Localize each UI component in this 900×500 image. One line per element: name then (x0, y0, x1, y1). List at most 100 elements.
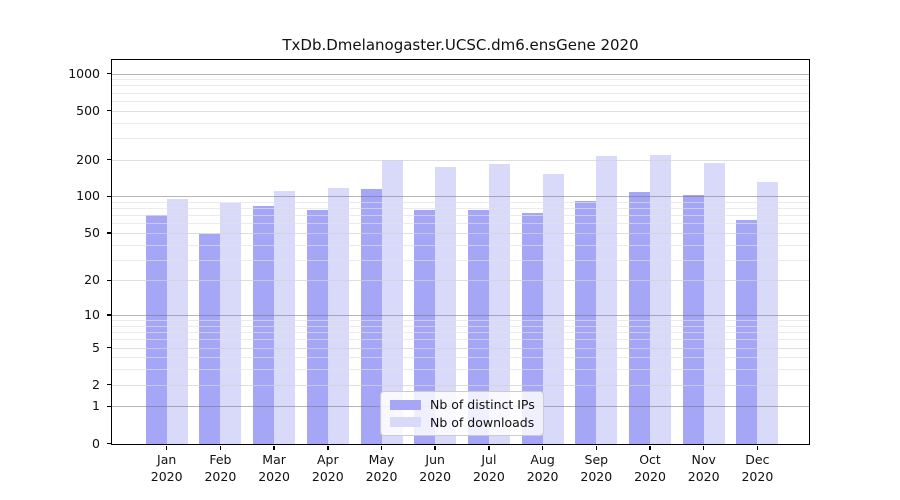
y-tick-mark (107, 346, 111, 349)
bar-downloads-sep (596, 155, 618, 444)
gridline-mid (112, 384, 809, 386)
bar-distinct-ips-aug (521, 213, 543, 444)
y-tick-mark (107, 279, 111, 282)
x-tick-label: Jan 2020 (150, 452, 183, 484)
bar-downloads-dec (757, 182, 779, 444)
gridline-minor (112, 369, 809, 371)
x-tick-mark (273, 445, 275, 450)
gridline-minor (112, 357, 809, 359)
y-tick-mark (107, 232, 111, 234)
x-tick-label: Feb 2020 (204, 452, 237, 484)
y-tick-label: 2 (92, 376, 100, 392)
plot-border (111, 59, 810, 445)
bar-downloads-oct (650, 154, 671, 444)
gridline-minor (112, 320, 809, 322)
bar-downloads-may (381, 159, 403, 444)
y-tick-label: 20 (84, 272, 100, 288)
gridline-minor (112, 215, 809, 217)
x-tick-label: Nov 2020 (687, 452, 720, 484)
legend: Nb of distinct IPs Nb of downloads (380, 391, 544, 436)
gridline-minor (112, 208, 809, 210)
x-tick-label: May 2020 (365, 452, 398, 484)
x-tick-mark (380, 445, 383, 450)
gridline-major (112, 196, 809, 198)
x-tick-label: Jun 2020 (419, 452, 452, 484)
gridline-minor (112, 332, 809, 334)
bar-distinct-ips-nov (682, 194, 704, 444)
y-tick-mark (107, 195, 111, 198)
gridline-minor (112, 339, 809, 341)
x-tick-mark (595, 445, 598, 450)
y-tick-mark (107, 109, 111, 112)
bar-distinct-ips-feb (199, 234, 221, 444)
y-tick-mark (107, 314, 111, 316)
bar-distinct-ips-sep (575, 200, 597, 444)
gridline-minor (112, 223, 809, 225)
bar-distinct-ips-mar (253, 205, 275, 444)
x-tick-mark (488, 445, 490, 450)
y-tick-mark (107, 383, 111, 386)
bar-downloads-jun (435, 166, 457, 444)
x-tick-label: Aug 2020 (526, 452, 559, 484)
x-tick-label: Dec 2020 (741, 452, 774, 484)
gridline-mid (112, 110, 809, 112)
bar-distinct-ips-oct (629, 192, 650, 444)
bar-distinct-ips-dec (736, 219, 758, 444)
gridline-minor (112, 244, 809, 246)
legend-label-downloads: Nb of downloads (430, 414, 535, 430)
bar-distinct-ips-jan (145, 215, 167, 444)
gridline-minor (112, 100, 809, 102)
gridline-minor (112, 92, 809, 94)
x-tick-label: Jul 2020 (472, 452, 505, 484)
y-tick-label: 500 (76, 102, 100, 118)
gridline-mid (112, 232, 809, 234)
x-tick-label: Sep 2020 (580, 452, 613, 484)
bar-downloads-apr (327, 188, 349, 444)
legend-entry-downloads: Nb of downloads (390, 415, 535, 430)
bar-distinct-ips-may (360, 189, 382, 444)
legend-entry-distinct-ips: Nb of distinct IPs (390, 397, 535, 412)
y-tick-label: 100 (76, 188, 100, 204)
bar-downloads-aug (542, 174, 564, 444)
gridline-minor (112, 85, 809, 87)
x-tick-mark (165, 445, 168, 450)
x-tick-label: Mar 2020 (258, 452, 290, 484)
y-tick-label: 10 (84, 307, 100, 323)
gridline-minor (112, 259, 809, 261)
x-tick-mark (756, 445, 759, 450)
y-tick-mark (107, 442, 111, 445)
gridline-major (112, 315, 809, 317)
y-tick-mark (107, 158, 111, 161)
x-tick-label: Oct 2020 (634, 452, 666, 484)
y-tick-label: 5 (92, 339, 100, 355)
gridline-mid (112, 159, 809, 161)
y-tick-label: 0 (92, 435, 100, 451)
gridline-mid (112, 347, 809, 349)
y-tick-mark (107, 72, 111, 75)
legend-label-distinct-ips: Nb of distinct IPs (430, 397, 535, 413)
x-tick-label: Apr 2020 (311, 452, 344, 484)
gridline-minor (112, 122, 809, 124)
bar-downloads-jul (488, 164, 510, 444)
bar-downloads-mar (274, 191, 296, 444)
x-tick-mark (327, 445, 329, 450)
gridline-minor (112, 201, 809, 203)
x-tick-mark (702, 445, 705, 450)
gridline-mid (112, 280, 809, 282)
y-tick-label: 1 (92, 398, 100, 414)
y-tick-label: 200 (76, 151, 100, 167)
x-tick-mark (541, 445, 544, 450)
y-tick-mark (107, 405, 111, 408)
gridline-minor (112, 79, 809, 81)
bar-downloads-feb (220, 203, 242, 444)
x-tick-mark (434, 445, 436, 450)
legend-swatch-downloads (390, 417, 421, 428)
gridline-minor (112, 137, 809, 139)
y-tick-label: 50 (84, 224, 100, 240)
gridline-minor (112, 325, 809, 327)
gridline-major (112, 73, 809, 75)
x-tick-mark (219, 445, 222, 450)
x-tick-mark (649, 445, 651, 450)
chart-title: TxDb.Dmelanogaster.UCSC.dm6.ensGene 2020 (282, 36, 639, 54)
